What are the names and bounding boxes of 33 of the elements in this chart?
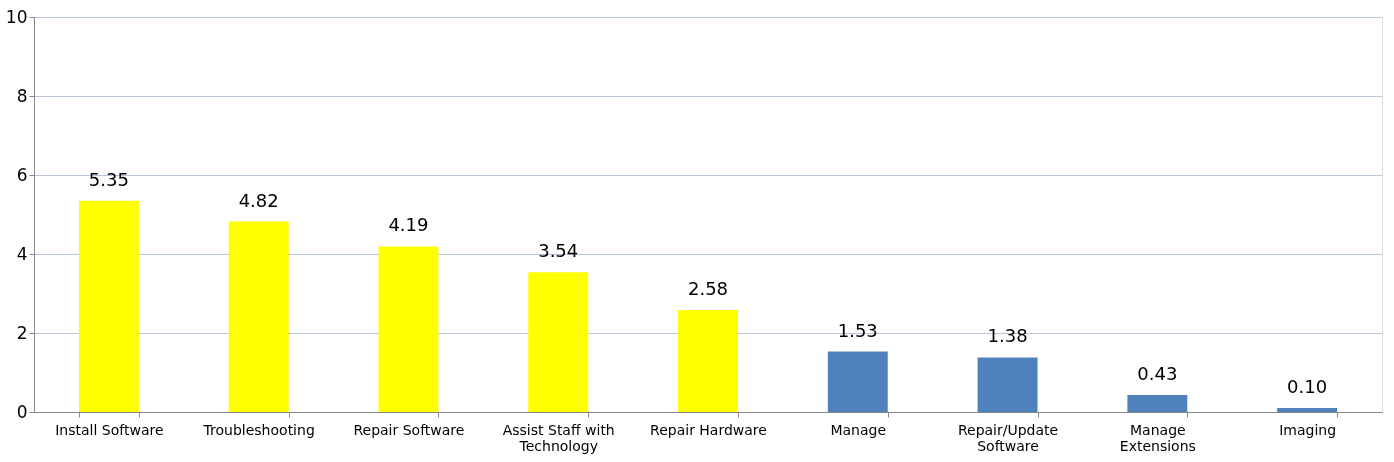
x-tick-label: Repair Hardware bbox=[650, 421, 767, 438]
bar bbox=[528, 272, 589, 412]
bar bbox=[228, 221, 289, 412]
data-label: 4.19 bbox=[388, 214, 429, 236]
x-tick-label: Manage bbox=[830, 421, 887, 438]
data-label: 2.58 bbox=[687, 278, 729, 300]
data-label: 0.43 bbox=[1137, 363, 1178, 385]
bar bbox=[1127, 395, 1188, 412]
x-tick-label: Repair/Update Software bbox=[957, 421, 1059, 454]
bar bbox=[78, 200, 139, 412]
bar bbox=[827, 351, 888, 412]
data-label: 3.54 bbox=[538, 240, 579, 262]
y-tick-label: 6 bbox=[16, 164, 28, 185]
bar bbox=[977, 357, 1038, 412]
y-tick-label: 10 bbox=[5, 6, 28, 27]
bar bbox=[678, 310, 738, 412]
y-tick-label: 2 bbox=[16, 322, 28, 343]
y-tick-label: 8 bbox=[16, 85, 28, 106]
data-label: 4.82 bbox=[238, 189, 279, 211]
data-label: 1.53 bbox=[837, 319, 878, 341]
data-label: 1.38 bbox=[987, 325, 1028, 347]
x-tick-label: Install Software bbox=[55, 421, 164, 438]
y-tick-label: 4 bbox=[16, 243, 28, 264]
x-tick-label: Imaging bbox=[1279, 421, 1337, 438]
x-tick-label: Repair Software bbox=[353, 421, 465, 438]
x-tick-label: Assist Staff with Technology bbox=[502, 421, 615, 454]
bar bbox=[1277, 408, 1338, 412]
data-label: 5.35 bbox=[88, 168, 129, 190]
y-tick-label: 0 bbox=[16, 401, 28, 422]
bar bbox=[378, 246, 439, 412]
data-label: 0.10 bbox=[1287, 376, 1328, 398]
x-tick-label: Manage Extensions bbox=[1119, 421, 1196, 454]
x-tick-label: Troubleshooting bbox=[202, 421, 315, 438]
